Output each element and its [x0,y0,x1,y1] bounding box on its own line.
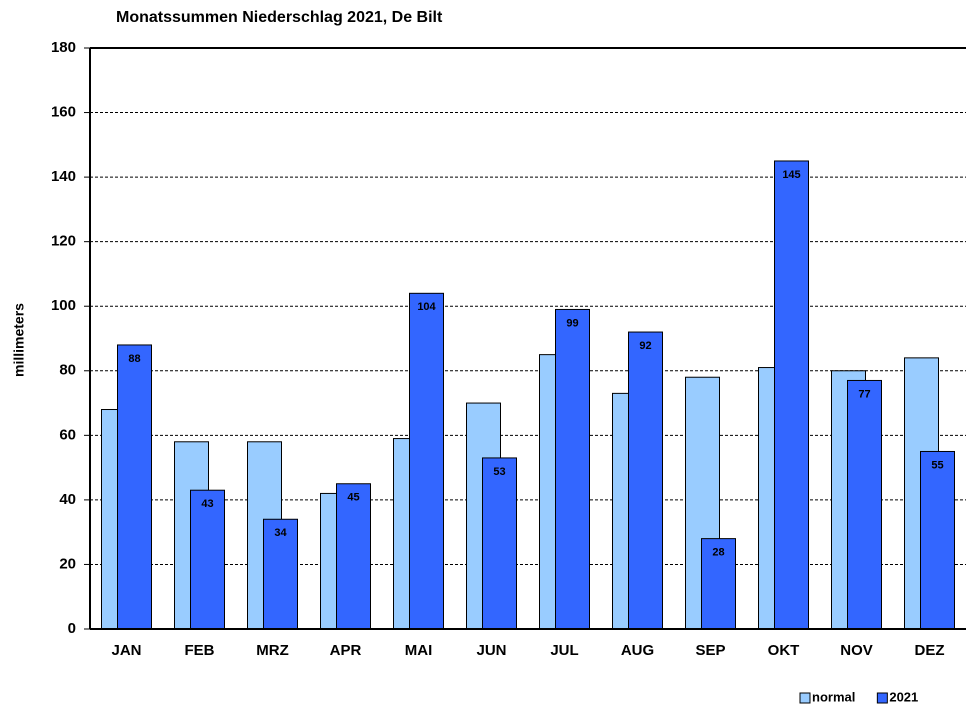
bar [847,379,882,630]
x-tick-label: NOV [840,642,873,659]
y-tick-label: 60 [59,426,76,443]
bar [117,344,152,630]
x-tick-label: OKT [768,642,800,659]
data-label: 92 [639,340,651,352]
x-tick-label: APR [330,642,362,659]
bar [555,308,590,630]
data-label: 88 [128,353,140,365]
y-tick-label: 100 [51,297,76,314]
x-tick-label: MAI [405,642,433,659]
x-tick-label: JUL [550,642,578,659]
legend-swatch [876,692,888,704]
bar [774,160,809,630]
legend-swatch [799,692,811,704]
data-label: 145 [782,169,800,181]
x-tick-label: MRZ [256,642,289,659]
data-label: 104 [417,301,436,313]
legend-label: 2021 [889,689,918,704]
x-tick-label: JUN [476,642,506,659]
y-tick-label: 80 [59,362,76,379]
data-label: 99 [566,317,578,329]
y-tick-label: 20 [59,555,76,572]
data-label: 77 [858,388,870,400]
y-tick-label: 140 [51,168,76,185]
data-label: 43 [201,498,213,510]
data-label: 55 [931,459,943,471]
y-tick-label: 0 [68,620,76,637]
data-label: 45 [347,492,359,504]
data-label: 28 [712,547,724,559]
bar [701,538,736,630]
bar [409,292,444,630]
y-tick-label: 160 [51,104,76,121]
data-label: 53 [493,466,505,478]
x-tick-label: SEP [695,642,725,659]
y-tick-label: 180 [51,39,76,56]
bar [190,489,225,630]
x-tick-label: JAN [111,642,141,659]
chart-title: Monatssummen Niederschlag 2021, De Bilt [116,9,443,26]
bar [920,450,955,630]
y-tick-label: 120 [51,233,76,250]
bar [336,483,371,630]
bar [263,518,298,630]
bar [628,331,663,630]
y-axis-label: millimeters [11,303,27,377]
x-tick-label: AUG [621,642,654,659]
data-label: 34 [274,527,287,539]
legend-label: normal [812,689,855,704]
bar [482,457,517,630]
x-tick-label: DEZ [915,642,945,659]
x-tick-label: FEB [185,642,215,659]
y-tick-label: 40 [59,491,76,508]
